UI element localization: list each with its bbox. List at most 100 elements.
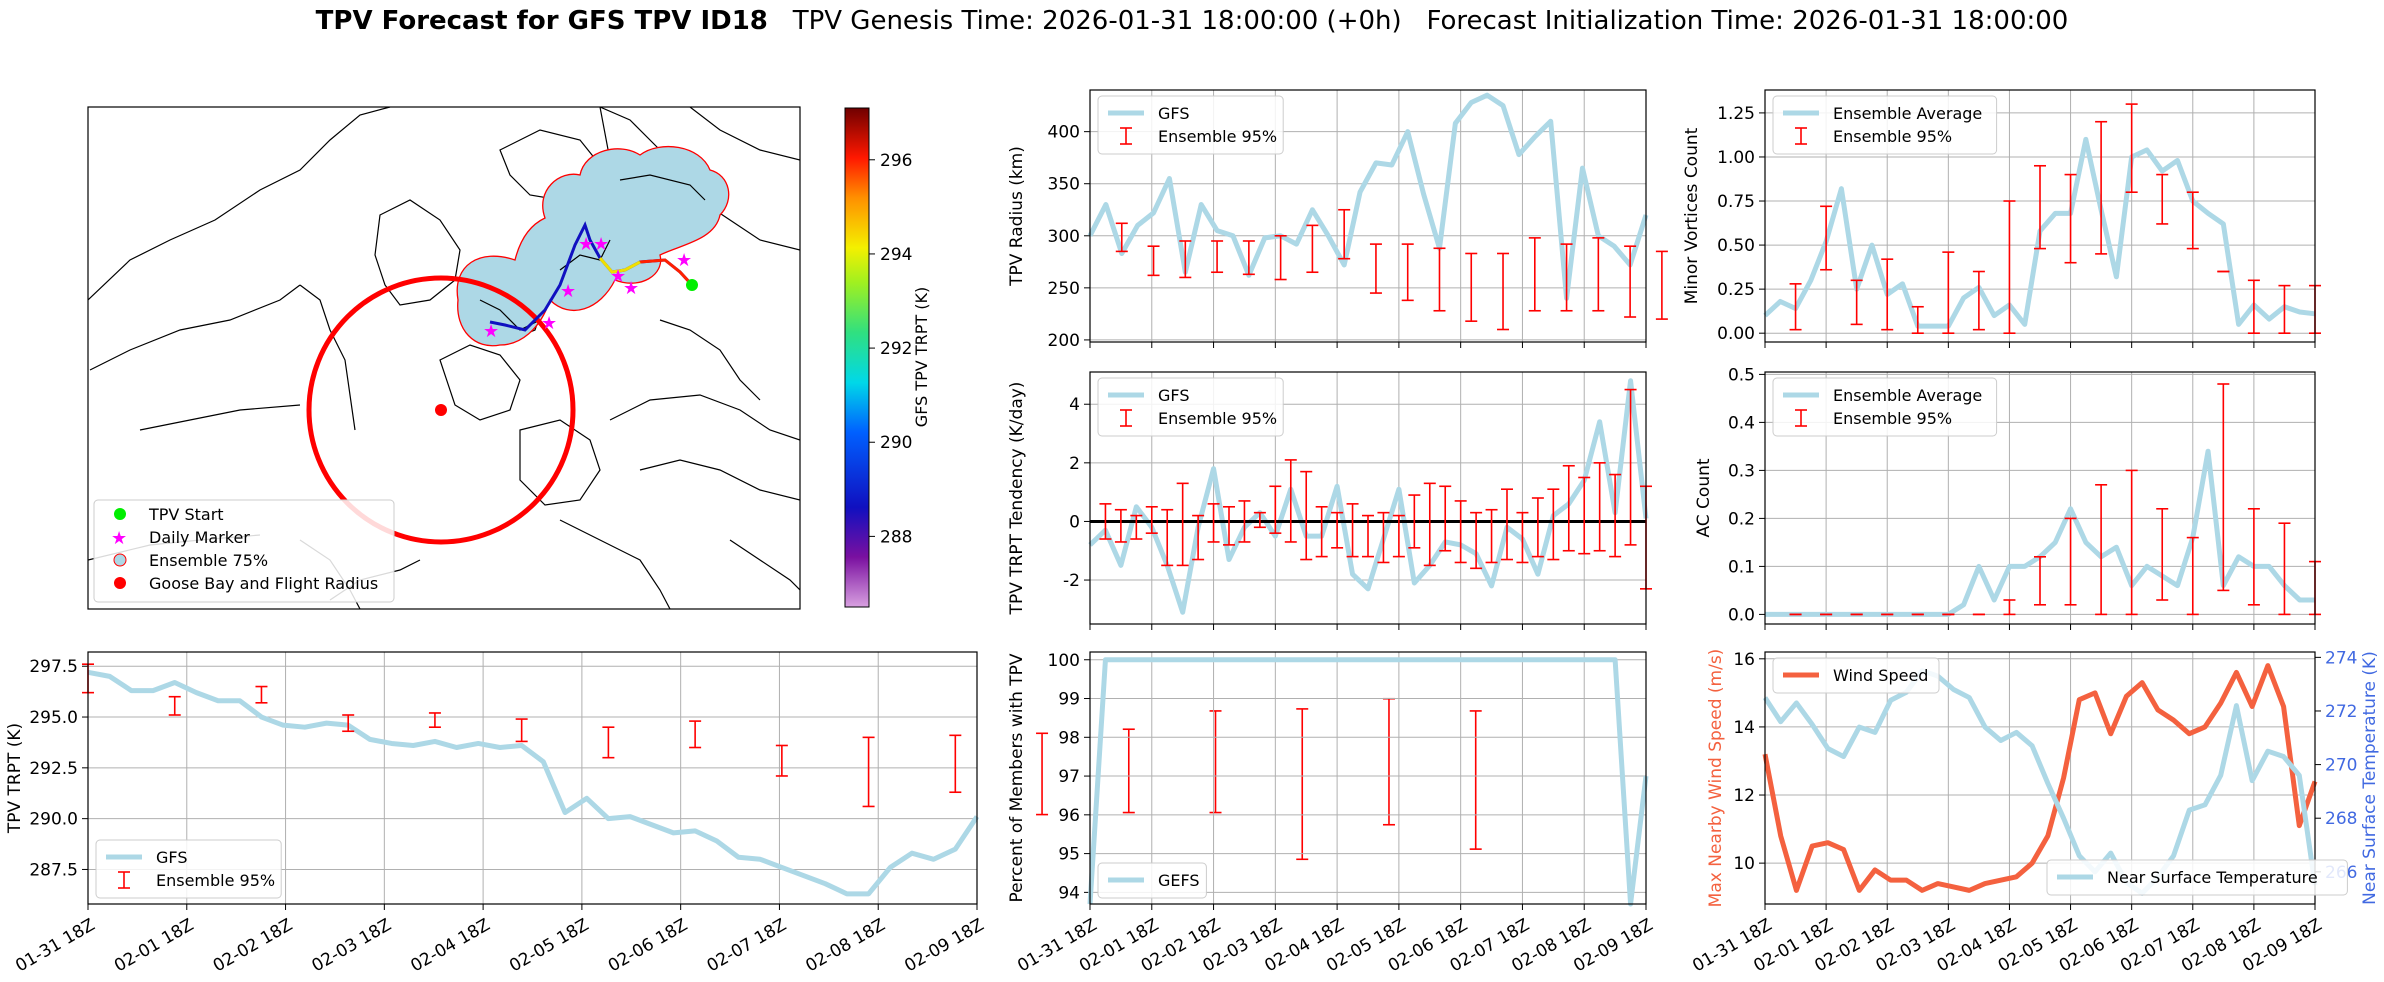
y-tick-label: 250 xyxy=(1048,279,1080,299)
map-legend: TPV Start ★ Daily Marker Ensemble 75% Go… xyxy=(93,499,395,603)
axes-frame xyxy=(1764,371,2316,625)
y-axis-label: TPV TRPT Tendency (K/day) xyxy=(1007,382,1027,616)
y-tick-label: 1.25 xyxy=(1717,104,1755,124)
y-axis-label: Max Nearby Wind Speed (m/s) xyxy=(1706,649,1726,908)
colorbar-tick-label: 294 xyxy=(880,245,912,265)
svg-text:★: ★ xyxy=(593,234,609,255)
series-line-0 xyxy=(1087,657,1649,907)
y-tick-label: 0.3 xyxy=(1728,461,1755,481)
y-axis-label: Minor Vortices Count xyxy=(1682,127,1702,304)
axes-frame xyxy=(1764,651,2316,905)
y-tick-label: 10 xyxy=(1733,854,1755,874)
y-axis-label: TPV Radius (km) xyxy=(1007,146,1027,287)
legend-label: Wind Speed xyxy=(1833,666,1928,685)
y-tick-label: 95 xyxy=(1058,845,1080,865)
legend-label: Ensemble 95% xyxy=(1158,409,1277,428)
series-line-0 xyxy=(87,669,980,897)
y-tick-label: 350 xyxy=(1048,175,1080,195)
colorbar-tick-label: 296 xyxy=(880,151,912,171)
legend-label: GFS xyxy=(1158,104,1189,123)
y-tick-label: 96 xyxy=(1058,806,1080,826)
y-tick-label: 0.2 xyxy=(1728,509,1755,529)
legend-label-3: Goose Bay and Flight Radius xyxy=(149,574,378,593)
colorbar-label: GFS TPV TRPT (K) xyxy=(912,287,931,427)
y-tick-label: 12 xyxy=(1733,786,1755,806)
axes-frame xyxy=(1089,651,1647,905)
panel-radius: 200 250 300 350 400 TPV Radius (km) GFS Ensembl… xyxy=(1007,89,1668,351)
y-tick-label: -2 xyxy=(1063,571,1080,591)
colorbar-tick-label: 290 xyxy=(880,433,912,453)
y-tick-label: 290.0 xyxy=(29,810,78,830)
legend-label-1: Daily Marker xyxy=(149,528,250,547)
y-tick-label: 200 xyxy=(1048,331,1080,351)
legend-label: Near Surface Temperature xyxy=(2107,868,2318,887)
series-line-1 xyxy=(1762,668,2318,896)
y-tick-label: 16 xyxy=(1733,650,1755,670)
series-line-0 xyxy=(1762,663,2318,893)
colorbar-ticks: 296 294 292 290 288 xyxy=(869,151,912,547)
y-tick-label: 295.0 xyxy=(29,708,78,728)
x-tick-label: 02-07 18Z xyxy=(704,915,790,976)
axes-frame xyxy=(1089,371,1647,625)
y-tick-label: 97 xyxy=(1058,767,1080,787)
x-tick-label: 02-02 18Z xyxy=(210,915,296,976)
x-tick-label: 02-03 18Z xyxy=(309,915,395,976)
svg-text:★: ★ xyxy=(560,281,576,302)
svg-text:★: ★ xyxy=(610,266,626,287)
y2-axis-label: Near Surface Temperature (K) xyxy=(2360,651,2380,905)
panel-minor: 0.00 0.25 0.50 0.75 1.00 1.25 Minor Vortices C… xyxy=(1682,89,2321,348)
legend-box xyxy=(1772,657,1940,694)
x-tick-label: 02-09 18Z xyxy=(901,915,987,976)
y-tick-label: 2 xyxy=(1069,454,1080,474)
legend-box xyxy=(1772,377,1998,437)
daily-markers: ★ ★ ★ ★ ★ ★ ★ ★ xyxy=(483,234,692,342)
legend-box xyxy=(1097,862,1207,899)
figure-title: TPV Forecast for GFS TPV ID18 TPV Genesi… xyxy=(0,6,2384,36)
x-tick-label: 01-31 18Z xyxy=(12,915,98,976)
svg-text:★: ★ xyxy=(578,234,594,255)
y-tick-label: 0.25 xyxy=(1717,280,1755,300)
panel-tendency: -2 0 2 4 TPV TRPT Tendency (K/day) GFS Ensembl… xyxy=(1007,371,1652,630)
colorbar-tick-label: 288 xyxy=(880,527,912,547)
tpv-track-mid xyxy=(598,257,641,274)
legend-label: Ensemble Average xyxy=(1833,104,1982,123)
figure-title-rest: TPV Genesis Time: 2026-01-31 18:00:00 (+… xyxy=(792,6,2069,36)
legend-label: Ensemble 95% xyxy=(1833,127,1952,146)
y-tick-label: 0.75 xyxy=(1717,192,1755,212)
x-tick-label: 02-05 18Z xyxy=(506,915,592,976)
legend-label: Ensemble 95% xyxy=(1158,127,1277,146)
svg-text:★: ★ xyxy=(623,278,639,299)
y-tick-label: 0.4 xyxy=(1728,413,1755,433)
legend-start-icon xyxy=(114,508,126,520)
y-tick-label: 0.0 xyxy=(1728,605,1755,625)
legend-star-icon: ★ xyxy=(111,528,127,549)
y-tick-label: 0.50 xyxy=(1717,236,1755,256)
legend-label: GEFS xyxy=(1158,871,1200,890)
legend-label: GFS xyxy=(1158,386,1189,405)
y-tick-label: 0 xyxy=(1069,512,1080,532)
legend-label: GFS xyxy=(156,848,187,867)
y-axis-label: AC Count xyxy=(1694,458,1714,537)
legend-goosebay-icon xyxy=(114,577,126,589)
y-tick-label: 0.00 xyxy=(1717,324,1755,344)
y-tick-label: 0.1 xyxy=(1728,557,1755,577)
y2-tick-label: 272 xyxy=(2325,702,2357,722)
legend-box xyxy=(1097,377,1284,437)
axes-frame xyxy=(87,651,978,905)
tpv-track-warm xyxy=(639,258,694,287)
y-tick-label: 98 xyxy=(1058,728,1080,748)
legend-label: Ensemble Average xyxy=(1833,386,1982,405)
series-line-0 xyxy=(1087,92,1649,301)
goose-bay-marker xyxy=(435,404,447,416)
legend-ensemble-icon xyxy=(113,553,127,567)
y2-tick-label: 268 xyxy=(2325,809,2357,829)
x-tick-label: 02-06 18Z xyxy=(605,915,691,976)
legend-label: Ensemble 95% xyxy=(1833,409,1952,428)
legend-box xyxy=(2046,859,2348,896)
axes-frame xyxy=(1089,89,1647,343)
panel-ac: 0.0 0.1 0.2 0.3 0.4 0.5 AC Count Ensemble Avera… xyxy=(1694,365,2321,630)
y-tick-label: 287.5 xyxy=(29,860,78,880)
figure-title-bold: TPV Forecast for GFS TPV ID18 xyxy=(315,6,768,36)
